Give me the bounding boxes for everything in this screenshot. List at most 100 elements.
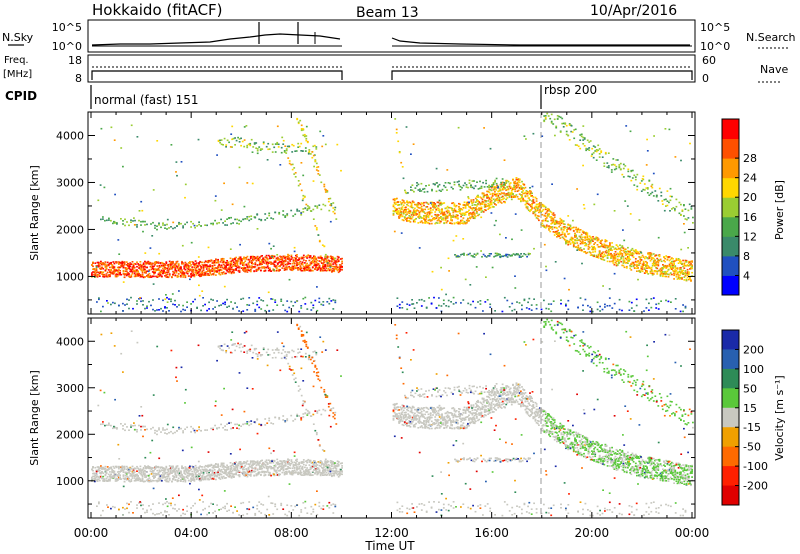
power-cell-band1	[487, 195, 490, 197]
power-cell-scatter	[447, 257, 450, 260]
power-cell-band1	[515, 187, 518, 189]
power-cell-band1	[408, 212, 411, 214]
power-cell-track8	[228, 305, 230, 308]
power-cell-track9	[442, 299, 445, 302]
power-cell-band0	[118, 263, 120, 265]
power-cell-band0	[185, 263, 188, 265]
power-cell-track9	[401, 301, 404, 303]
power-cell-band1	[586, 236, 589, 238]
power-cell-track0	[284, 215, 287, 217]
power-cell-band1	[398, 212, 401, 215]
power-cell-track5	[500, 186, 502, 188]
power-cell-band0	[308, 259, 311, 262]
power-cell-band1	[426, 215, 429, 218]
power-cell-band1	[525, 200, 528, 203]
power-cell-track8	[224, 303, 226, 306]
power-cell-band1	[428, 213, 431, 216]
power-cell-track9	[589, 310, 592, 313]
power-cell-band0	[319, 260, 322, 263]
power-cell-band1	[418, 207, 421, 209]
power-cell-track5	[474, 185, 477, 187]
power-cell-band1	[539, 209, 541, 212]
power-cell-track0	[124, 224, 126, 227]
power-cell-band0	[274, 259, 277, 262]
power-cell-band1	[396, 211, 398, 214]
power-cell-band0	[175, 272, 178, 274]
power-cell-band1	[585, 252, 588, 255]
power-cell-scatter	[514, 213, 517, 215]
power-cell-track8	[298, 310, 301, 313]
power-cell-band0	[289, 260, 292, 262]
power-cell-band0	[265, 262, 268, 265]
power-cell-band0	[127, 267, 129, 270]
power-cell-band1	[426, 221, 429, 224]
power-cell-band1	[512, 193, 514, 195]
power-cell-band0	[192, 274, 195, 277]
power-cell-band0	[246, 268, 249, 271]
power-cell-band0	[98, 275, 101, 277]
power-cell-band1	[566, 241, 568, 244]
power-cell-band1	[473, 207, 476, 209]
power-cell-band0	[331, 257, 333, 260]
power-cell-band1	[523, 192, 526, 195]
power-cell-band0	[334, 261, 337, 264]
power-cell-track0	[286, 214, 289, 217]
power-cell-track9	[547, 308, 550, 310]
power-cell-track8	[248, 297, 251, 299]
power-cell-band1	[461, 212, 464, 215]
power-cell-band1	[429, 219, 432, 221]
power-cell-band0	[284, 263, 287, 266]
power-cell-track7	[674, 209, 676, 212]
power-cell-band1	[527, 209, 530, 212]
power-cell-band1	[405, 210, 407, 212]
power-cell-band1	[570, 227, 573, 230]
power-cell-band1	[592, 251, 594, 253]
power-cell-band0	[263, 270, 266, 272]
power-cell-band1	[515, 194, 518, 196]
power-cell-scatter	[572, 219, 574, 222]
power-cell-band0	[279, 269, 281, 271]
power-cell-band1	[682, 269, 684, 272]
power-cell-track0	[332, 202, 335, 204]
power-cell-band1	[542, 225, 545, 227]
power-cell-band1	[446, 209, 449, 211]
power-cell-band0	[153, 275, 155, 278]
power-cell-track0	[224, 224, 226, 226]
power-cell-band0	[177, 269, 180, 272]
power-cell-band1	[619, 244, 621, 246]
power-cell-band0	[150, 276, 153, 278]
power-cell-band1	[562, 237, 565, 240]
power-cell-track5	[404, 189, 406, 192]
power-cell-band1	[495, 204, 497, 206]
power-cell-band1	[680, 268, 682, 271]
power-cell-track0	[258, 218, 261, 221]
power-cell-track0	[244, 218, 247, 220]
power-cell-band0	[196, 272, 199, 274]
power-cell-band1	[524, 195, 527, 198]
power-cell-band1	[554, 230, 557, 233]
power-cell-band0	[107, 274, 110, 276]
power-cell-track0	[178, 221, 180, 224]
power-cell-band1	[681, 276, 683, 279]
power-cell-scatter	[329, 266, 332, 268]
power-cell-band1	[522, 198, 524, 200]
power-cell-track7	[604, 151, 607, 154]
power-cell-scatter	[329, 220, 332, 223]
power-cell-band0	[130, 263, 133, 265]
power-cell-band0	[187, 268, 190, 270]
power-cell-track7	[639, 182, 642, 184]
power-cell-track1	[295, 150, 298, 152]
power-cell-band1	[418, 217, 421, 219]
power-cell-track3	[324, 253, 327, 256]
power-cell-band1	[474, 201, 477, 203]
power-cell-track0	[238, 219, 240, 222]
power-cell-band1	[536, 209, 539, 211]
power-cell-band1	[414, 207, 416, 210]
power-cell-track7	[573, 137, 576, 140]
power-cell-band1	[420, 220, 423, 222]
power-cell-band1	[561, 233, 564, 235]
power-cell-band1	[423, 217, 425, 220]
power-cell-band0	[142, 268, 145, 270]
power-cell-band0	[211, 270, 214, 272]
power-cell-track5	[423, 191, 426, 193]
